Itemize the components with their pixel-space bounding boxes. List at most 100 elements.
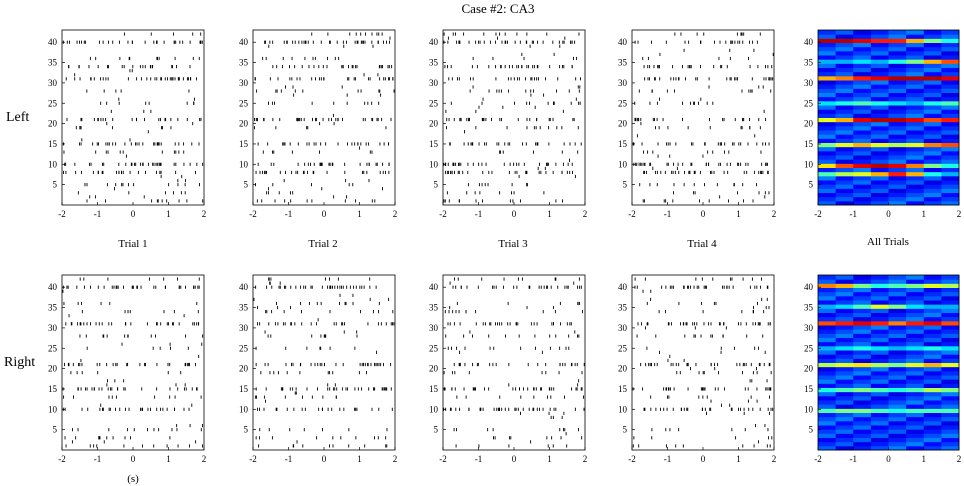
heatmap-left-cell <box>906 150 925 156</box>
heatmap-left-cell <box>853 117 872 123</box>
raster-right-trial-3-ytick-label: 10 <box>429 404 439 414</box>
heatmap-left-cell <box>906 30 925 35</box>
heatmap-left-cell <box>818 184 837 189</box>
heatmap-right-cell <box>818 395 837 401</box>
heatmap-left-cell <box>923 100 942 106</box>
heatmap-left-cell <box>923 113 942 118</box>
heatmap-left-cell <box>888 38 907 43</box>
heatmap-right-cell <box>906 312 925 318</box>
heatmap-left-cell <box>818 121 837 127</box>
heatmap-right-cell <box>853 420 872 426</box>
heatmap-left-cell <box>870 125 889 131</box>
raster-right-trial-4-ytick-label: 20 <box>618 364 628 374</box>
heatmap-left-cell <box>835 138 854 143</box>
heatmap-right-cell <box>835 395 854 401</box>
heatmap-right-cell <box>853 287 872 293</box>
heatmap-right-cell <box>923 412 942 418</box>
heatmap-right-cell <box>853 295 872 301</box>
raster-left-trial-2-ytick-label: 10 <box>239 159 249 169</box>
heatmap-right-cell <box>888 387 907 393</box>
raster-right-trial-3-xtick-label: 2 <box>583 454 588 464</box>
heatmap-left-cell <box>853 167 872 173</box>
heatmap-right-cell <box>835 429 854 434</box>
heatmap-right-cell <box>941 408 960 413</box>
raster-right-trial-2-xtick-label: 2 <box>393 454 398 464</box>
heatmap-left-cell <box>941 117 960 123</box>
heatmap-left-cell <box>835 200 854 206</box>
heatmap-left-cell <box>818 84 837 89</box>
heatmap-left-cell <box>853 113 872 118</box>
raster-right-trial-1-xtick-label: 0 <box>131 454 136 464</box>
heatmap-left-cell <box>818 200 837 206</box>
heatmap-right-cell <box>818 425 837 430</box>
heatmap-right-cell <box>923 420 942 426</box>
heatmap-right-cell <box>923 433 942 438</box>
heatmap-left-cell <box>941 167 960 173</box>
heatmap-left-cell <box>835 113 854 118</box>
heatmap-right-cell <box>923 341 942 347</box>
heatmap-left-cell <box>888 117 907 123</box>
heatmap-left-cell <box>818 130 837 135</box>
heatmap-right-cell <box>818 370 837 376</box>
heatmap-left-xtick-label: 1 <box>922 209 927 219</box>
heatmap-left-cell <box>870 192 889 198</box>
heatmap-left-ytick-label: 40 <box>804 37 814 47</box>
heatmap-left-cell <box>888 105 907 110</box>
heatmap-left-cell <box>941 88 960 93</box>
heatmap-left-cell <box>906 146 925 152</box>
raster-right-trial-2-xtick-label: -1 <box>285 454 293 464</box>
heatmap-left-cell <box>941 150 960 156</box>
heatmap-right-xtick-label: 0 <box>886 454 891 464</box>
heatmap-right-cell <box>853 370 872 376</box>
heatmap-right-cell <box>870 279 889 284</box>
heatmap-left-cell <box>853 92 872 98</box>
heatmap-left-xtick-label: -2 <box>814 209 822 219</box>
heatmap-right-ytick-label: 25 <box>804 343 814 353</box>
heatmap-left-cell <box>906 80 925 85</box>
heatmap-left-cell <box>923 150 942 156</box>
raster-right-trial-4-xtick-label: -1 <box>664 454 672 464</box>
heatmap-right-cell <box>835 333 854 338</box>
heatmap-right-cell <box>888 395 907 401</box>
heatmap-left-cell <box>870 121 889 127</box>
heatmap-left-cell <box>888 146 907 152</box>
heatmap-left-cell <box>853 38 872 43</box>
raster-right-trial-3-xtick-label: 0 <box>512 454 517 464</box>
heatmap-left-cell <box>923 75 942 81</box>
heatmap-right-ytick-label: 30 <box>804 323 814 333</box>
raster-left-trial-1-xtick-label: 2 <box>202 209 207 219</box>
heatmap-right-cell <box>941 320 960 326</box>
heatmap-right-cell <box>870 341 889 347</box>
row-label-right: Right <box>4 355 35 370</box>
heatmap-right-cell <box>923 375 942 380</box>
heatmap-left-cell <box>818 92 837 98</box>
heatmap-right-cell <box>818 387 837 393</box>
heatmap-right-cell <box>818 391 837 397</box>
heatmap-right-cell <box>941 437 960 443</box>
heatmap-left-cell <box>853 125 872 131</box>
heatmap-right-cell <box>906 333 925 338</box>
heatmap-right-cell <box>835 316 854 322</box>
heatmap-left-cell <box>853 75 872 81</box>
heatmap-left-cell <box>941 125 960 131</box>
heatmap-right-cell <box>818 325 837 330</box>
heatmap-left-cell <box>818 88 837 93</box>
heatmap-left-cell <box>941 38 960 43</box>
heatmap-right-cell <box>906 395 925 401</box>
heatmap-right-cell <box>941 325 960 330</box>
heatmap-left-cell <box>941 30 960 35</box>
heatmap-left-cell <box>853 138 872 143</box>
heatmap-right-cell <box>835 312 854 318</box>
heatmap-left-cell <box>853 96 872 102</box>
raster-left-trial-2-xtick-label: -2 <box>249 209 257 219</box>
heatmap-left-cell <box>888 138 907 143</box>
heatmap-left-cell <box>906 67 925 73</box>
heatmap-right-cell <box>870 425 889 430</box>
heatmap-left-cell <box>888 196 907 202</box>
raster-right-trial-2-xtick-label: -2 <box>249 454 257 464</box>
heatmap-left-ytick-label: 20 <box>804 119 814 129</box>
raster-left-trial-4-ytick-label: 35 <box>618 58 628 68</box>
raster-left-trial-4-ytick-label: 10 <box>618 159 628 169</box>
heatmap-right-cell <box>888 379 907 384</box>
